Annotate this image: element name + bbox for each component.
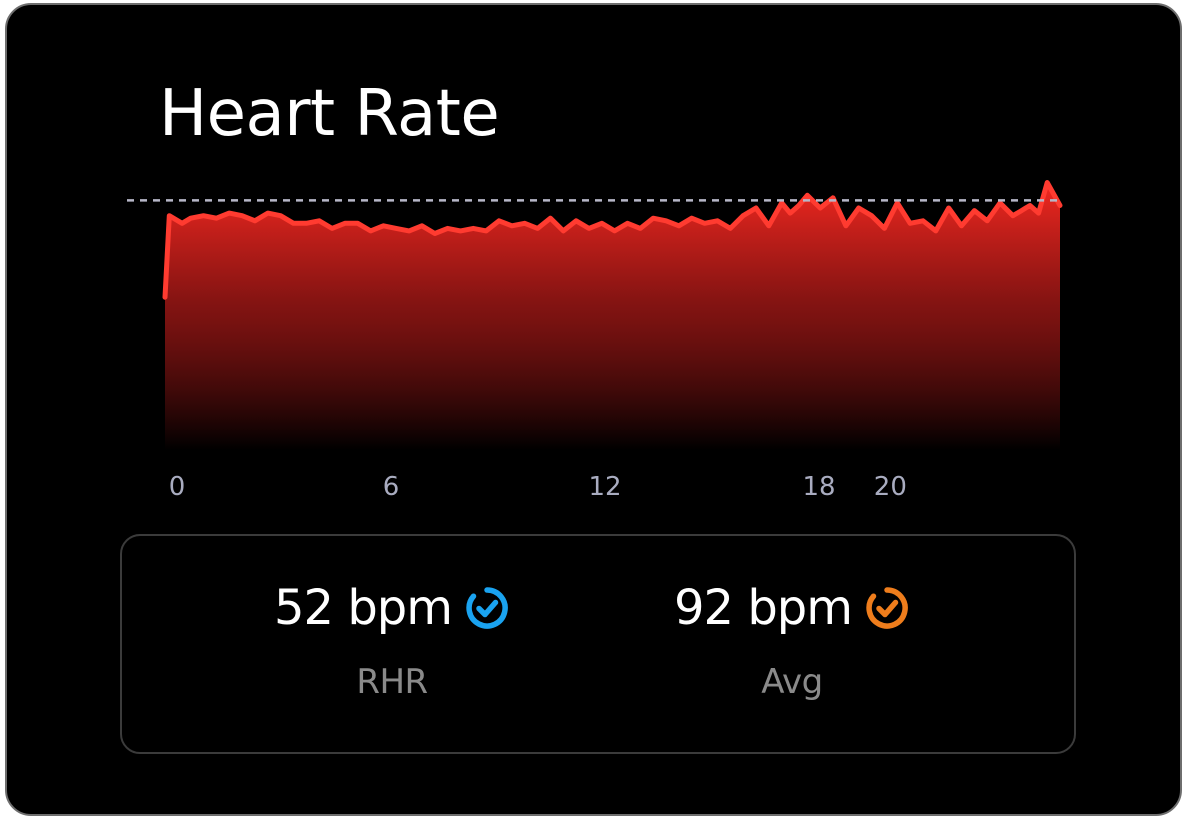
x-tick-label: 20 [874, 472, 907, 502]
check-badge-icon [866, 587, 908, 629]
avg-label: Avg [761, 662, 823, 702]
x-tick-label: 12 [588, 472, 621, 502]
rhr-value: 52 bpm [273, 580, 453, 636]
rhr-stat: 52 bpm RHR [222, 576, 562, 702]
x-tick-label: 0 [169, 472, 186, 502]
x-tick-label: 6 [383, 472, 400, 502]
x-axis-ticks: 0 6 12 18 20 [169, 472, 907, 502]
stats-panel: 52 bpm RHR 92 bpm Avg [120, 534, 1076, 754]
card-title: Heart Rate [159, 77, 500, 151]
rhr-label: RHR [356, 662, 428, 702]
x-tick-label: 18 [802, 472, 835, 502]
check-badge-icon [466, 587, 508, 629]
heart-rate-area [165, 182, 1060, 450]
avg-stat: 92 bpm Avg [622, 576, 962, 702]
avg-value: 92 bpm [673, 580, 853, 636]
heart-rate-line [162, 180, 1063, 300]
heart-rate-chart: 0 6 12 18 20 [127, 180, 1063, 502]
